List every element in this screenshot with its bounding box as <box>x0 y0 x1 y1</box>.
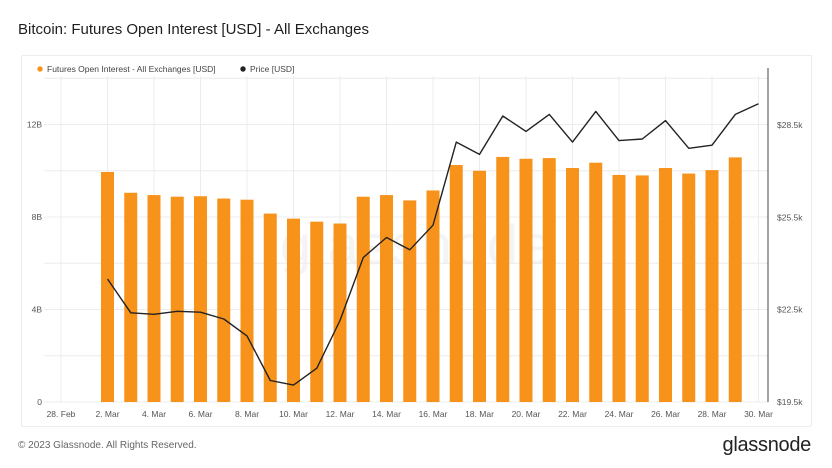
right-tick-label: $19.5k <box>777 397 803 407</box>
x-tick-label: 28. Feb <box>47 409 76 419</box>
left-tick-label: 12B <box>27 120 42 130</box>
x-tick-label: 30. Mar <box>744 409 773 419</box>
oi-bar <box>101 171 114 402</box>
oi-bar <box>170 196 184 402</box>
oi-bar <box>612 174 626 402</box>
legend-label: Futures Open Interest - All Exchanges [U… <box>47 64 216 74</box>
oi-bar <box>728 157 742 402</box>
x-tick-label: 22. Mar <box>558 409 587 419</box>
price-line <box>106 103 759 386</box>
oi-bar <box>287 218 300 402</box>
legend-marker <box>240 66 246 72</box>
oi-bar <box>635 175 649 402</box>
x-tick-label: 10. Mar <box>279 409 308 419</box>
oi-bar <box>705 170 719 402</box>
oi-bar <box>310 221 324 402</box>
x-tick-label: 14. Mar <box>372 409 401 419</box>
oi-bar <box>380 195 393 402</box>
glassnode-logo: glassnode <box>722 434 812 456</box>
oi-bar <box>217 198 231 402</box>
oi-bar <box>542 158 556 402</box>
axis-layer: 0 4B 8B 12B $19.5k $22.5k $25.5k $28.5k 28. Feb 2… <box>27 68 803 419</box>
x-tick-label: 28. Mar <box>698 409 727 419</box>
x-tick-label: 6. Mar <box>188 409 212 419</box>
oi-bar <box>240 199 254 402</box>
x-tick-label: 16. Mar <box>419 409 448 419</box>
left-tick-label: 0 <box>37 397 42 407</box>
bar-layer <box>101 156 742 402</box>
oi-bar <box>403 200 417 402</box>
x-tick-label: 18. Mar <box>465 409 494 419</box>
oi-bar <box>682 173 696 402</box>
x-tick-label: 20. Mar <box>512 409 541 419</box>
oi-bar <box>473 170 486 402</box>
x-tick-label: 8. Mar <box>235 409 259 419</box>
x-tick-label: 24. Mar <box>605 409 634 419</box>
oi-bar <box>194 196 207 402</box>
copyright: © 2023 Glassnode. All Rights Reserved. <box>18 440 197 451</box>
x-tick-label: 26. Mar <box>651 409 680 419</box>
right-tick-label: $22.5k <box>777 305 803 315</box>
oi-bar <box>124 192 138 402</box>
oi-bar <box>659 168 672 402</box>
oi-bar <box>263 213 277 402</box>
x-tick-label: 2. Mar <box>95 409 119 419</box>
page-title: Bitcoin: Futures Open Interest [USD] - A… <box>18 21 369 38</box>
x-tick-label: 12. Mar <box>326 409 355 419</box>
oi-bar <box>147 195 161 402</box>
oi-bar <box>356 196 370 402</box>
left-tick-label: 4B <box>32 305 43 315</box>
oi-bar <box>449 165 463 402</box>
oi-bar <box>589 162 603 402</box>
right-tick-label: $25.5k <box>777 212 803 222</box>
legend: Futures Open Interest - All Exchanges [U… <box>37 64 294 74</box>
right-tick-label: $28.5k <box>777 120 803 130</box>
chart-frame <box>21 55 812 427</box>
legend-marker <box>37 66 43 72</box>
legend-label: Price [USD] <box>250 64 294 74</box>
oi-bar <box>496 156 510 402</box>
oi-bar <box>566 168 579 402</box>
left-tick-label: 8B <box>32 212 43 222</box>
x-tick-label: 4. Mar <box>142 409 166 419</box>
line-layer <box>106 103 759 386</box>
oi-bar <box>519 158 533 402</box>
oi-bar <box>333 223 347 402</box>
oi-bar <box>426 190 440 402</box>
